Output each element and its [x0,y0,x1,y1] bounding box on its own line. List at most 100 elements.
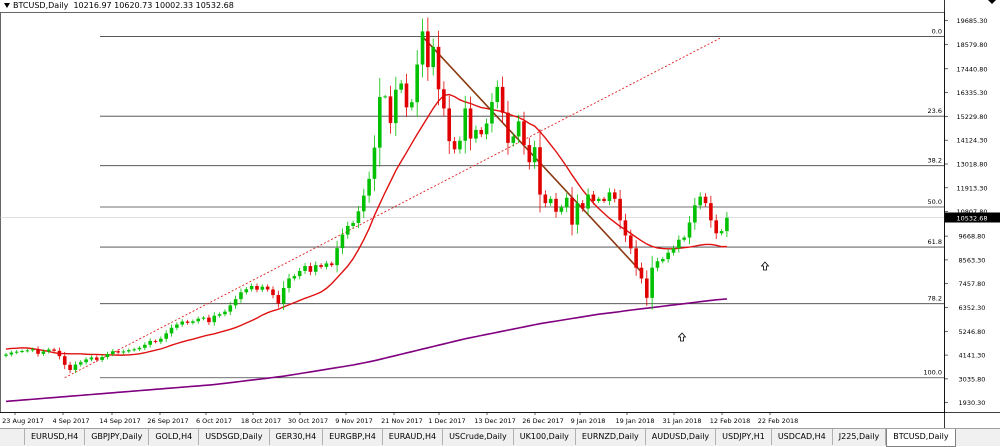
tab-j225-daily[interactable]: J225,Daily [833,429,887,445]
y-tick-label: 3035.80 [959,375,986,383]
candle-body [372,147,377,179]
tab-eurnzd-daily[interactable]: EURNZD,Daily [576,429,646,445]
y-tick-label: 19685.30 [956,17,987,25]
tab-usdsgd-daily[interactable]: USDSGD,Daily [199,429,270,445]
candle-body [36,349,40,354]
candle-body [442,89,446,109]
candle-body [249,286,254,290]
candle-body [132,349,136,351]
candle-body [682,237,686,240]
candle-body [410,102,414,108]
candle-body [14,351,19,353]
x-tick-label: 6 Oct 2017 [196,417,232,425]
x-tick-label: 13 Dec 2017 [474,417,516,425]
candle-body [116,351,120,353]
tab-gold-h4[interactable]: GOLD,H4 [149,429,200,445]
candle-body [554,198,558,212]
candle-body [404,83,409,108]
tab-usdcad-h4[interactable]: USDCAD,H4 [772,429,833,445]
candle-body [57,350,62,357]
current-price-box [945,212,1000,223]
candle-body [709,203,713,221]
candle-body [591,194,596,201]
candle-body [500,86,505,113]
trendline-ascending-dotted [64,37,722,379]
candle-body [666,252,670,260]
fib-level-label: 0.0 [932,28,942,36]
candle-body [527,145,532,163]
candle-body [276,295,281,304]
candle-body [233,299,238,306]
candle-body [725,217,729,232]
y-tick-label: 16335.30 [956,89,987,97]
candle-body [175,324,179,328]
tab-eurgbp-h4[interactable]: EURGBP,H4 [323,429,383,445]
y-tick-label: 18579.80 [956,41,987,49]
candle-body [94,357,99,360]
candle-body [479,129,484,135]
candle-body [698,196,702,206]
candle-body [340,234,345,249]
candle-body [447,108,452,142]
candle-body [100,357,104,360]
candle-body [46,349,51,352]
candle-body [217,314,222,316]
x-tick-label: 31 Jan 2018 [663,417,702,425]
tab-ger30-h4[interactable]: GER30,H4 [270,429,324,445]
candle-body [4,354,8,356]
candle-body [292,276,297,279]
candle-body [212,315,217,323]
fib-level-label: 100.0 [923,369,942,377]
x-tick-label: 14 Sep 2017 [99,417,140,425]
candle-body [495,86,500,102]
y-tick-label: 9668.80 [959,233,986,241]
candle-body [586,194,590,209]
candle-body [564,197,569,208]
candle-body [148,340,152,345]
candle-body [329,263,334,266]
candle-body [228,305,233,312]
tab-audusd-daily[interactable]: AUDUSD,Daily [646,429,717,445]
x-tick-label: 26 Dec 2017 [522,417,564,425]
y-tick-label: 10807.80 [956,208,987,216]
candle-body [223,311,227,315]
candle-body [281,287,286,304]
candle-body [297,270,302,277]
candle-body [9,352,14,355]
candle-body [655,261,660,268]
tab-nav-left[interactable] [0,429,25,445]
tab-eurusd-h4[interactable]: EURUSD,H4 [25,429,86,445]
candle-body [68,364,72,370]
candle-body [20,351,24,353]
tab-usdjpy-h1[interactable]: USDJPY,H1 [716,429,772,445]
tab-btcusd-daily[interactable]: BTCUSD,Daily [886,429,956,447]
chart-header: BTCUSD,Daily 10216.97 10620.73 10002.33 … [4,1,234,10]
candle-body [111,351,115,355]
candle-body [511,136,516,143]
candle-body [356,211,361,223]
plot-frame [0,12,945,413]
candle-body [693,205,697,223]
tab-uscrude-daily[interactable]: USCrude,Daily [443,429,514,445]
candle-body [399,83,403,90]
candle-body [260,286,265,290]
candle-body [30,349,35,351]
candle-body [153,340,158,342]
price-chart[interactable]: 19685.30 18579.80 17440.80 16335.30 15229.80… [0,0,1000,428]
candle-body [62,356,67,365]
y-tick-label: 4141.30 [959,352,986,360]
candle-body [538,147,542,195]
x-tick-label: 19 Jan 2018 [616,417,655,425]
candle-body [335,248,339,266]
candle-body [121,351,126,353]
candle-body [522,121,526,146]
tab-gbpjpy-daily[interactable]: GBPJPY,Daily [85,429,150,445]
candle-body [313,265,318,272]
candle-body [207,317,211,323]
candle-body [271,289,275,296]
tab-uk100-daily[interactable]: UK100,Daily [514,429,576,445]
y-tick-label: 17440.80 [956,65,987,73]
tab-euraud-h4[interactable]: EURAUD,H4 [383,429,444,445]
candle-body [639,267,644,279]
menu-triangle-icon[interactable] [4,3,10,8]
